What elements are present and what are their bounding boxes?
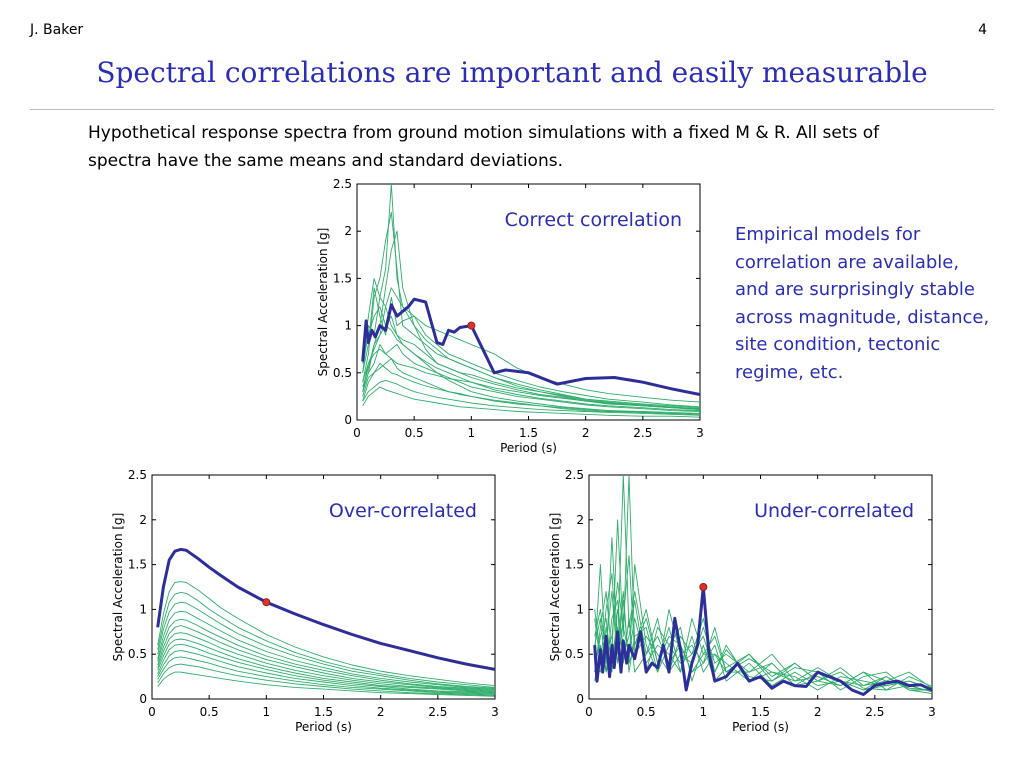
spectrum-line-10	[157, 650, 495, 695]
conditioning-period-marker	[467, 321, 476, 330]
plot-area	[156, 547, 495, 697]
x-tick-label: 2	[377, 705, 385, 719]
x-tick-label: 0	[585, 705, 593, 719]
x-tick-label: 1	[468, 426, 476, 440]
spectrum-line-1	[362, 184, 700, 408]
y-tick-label: 0	[139, 692, 147, 706]
spectrum-line-9	[157, 643, 495, 694]
chart-title: Under-correlated	[754, 500, 914, 522]
spectrum-line-2	[594, 475, 932, 689]
y-tick-label: 2	[344, 224, 352, 238]
chart-title: Over-correlated	[329, 500, 477, 522]
spectrum-line-8	[594, 599, 932, 693]
plot-area	[593, 475, 932, 696]
spectrum-line-8	[157, 638, 495, 694]
x-tick-label: 0.5	[200, 705, 219, 719]
spectrum-line-9	[362, 348, 700, 410]
x-tick-label: 0.5	[637, 705, 656, 719]
highlighted-spectrum-line	[156, 547, 495, 671]
y-tick-label: 0	[576, 692, 584, 706]
spectrum-line-4	[157, 610, 495, 690]
x-tick-label: 0.5	[405, 426, 424, 440]
spectrum-line-7	[157, 632, 495, 693]
y-tick-label: 0.5	[565, 647, 584, 661]
title-divider	[30, 109, 994, 110]
y-tick-label: 1	[139, 602, 147, 616]
x-tick-label: 1	[263, 705, 271, 719]
spectrum-line-3	[157, 601, 495, 689]
plot-area	[361, 184, 700, 418]
page-number: 4	[978, 22, 987, 38]
side-note: Empirical models for correlation are ava…	[735, 224, 990, 383]
y-tick-label: 0.5	[128, 647, 147, 661]
spectrum-line-7	[594, 555, 932, 691]
y-tick-label: 0.5	[333, 366, 352, 380]
spectrum-line-5	[594, 582, 932, 691]
x-tick-label: 1.5	[519, 426, 538, 440]
spectrum-line-1	[157, 581, 495, 687]
x-tick-label: 2.5	[633, 426, 652, 440]
highlighted-spectrum-line	[593, 585, 932, 696]
spectrum-line-13	[157, 671, 495, 697]
x-axis-label: Period (s)	[295, 720, 352, 734]
x-tick-label: 2.5	[428, 705, 447, 719]
spectrum-line-12	[157, 663, 495, 696]
x-tick-label: 1.5	[751, 705, 770, 719]
y-axis-label: Spectral Acceleration [g]	[111, 513, 125, 662]
x-tick-label: 3	[491, 705, 499, 719]
y-tick-label: 1.5	[128, 558, 147, 572]
conditioning-period-marker	[699, 583, 708, 592]
spectrum-line-10	[362, 379, 700, 416]
x-tick-label: 0	[148, 705, 156, 719]
slide-description: Hypothetical response spectra from groun…	[88, 123, 880, 171]
y-axis-label: Spectral Acceleration [g]	[316, 228, 330, 377]
y-tick-label: 1	[344, 319, 352, 333]
x-tick-label: 3	[696, 426, 704, 440]
y-tick-label: 1.5	[333, 271, 352, 285]
spectrum-line-2	[157, 591, 495, 688]
spectrum-line-14	[362, 386, 700, 418]
chart-title: Correct correlation	[505, 209, 682, 231]
x-tick-label: 1	[700, 705, 708, 719]
y-tick-label: 2	[139, 513, 147, 527]
x-tick-label: 2.5	[865, 705, 884, 719]
x-tick-label: 1.5	[314, 705, 333, 719]
spectrum-line-8	[362, 306, 700, 414]
x-tick-label: 2	[582, 426, 590, 440]
spectrum-line-11	[362, 277, 700, 411]
author-name: J. Baker	[30, 22, 84, 38]
spectrum-line-5	[362, 344, 700, 412]
y-tick-label: 0	[344, 413, 352, 427]
x-axis-label: Period (s)	[732, 720, 789, 734]
slide-title: Spectral correlations are important and …	[96, 56, 928, 89]
x-tick-label: 0	[353, 426, 361, 440]
x-tick-label: 2	[814, 705, 822, 719]
y-axis-label: Spectral Acceleration [g]	[548, 513, 562, 662]
highlighted-spectrum-line	[361, 297, 700, 396]
conditioning-period-marker	[262, 598, 271, 607]
y-tick-label: 2.5	[565, 468, 584, 482]
y-tick-label: 1.5	[565, 558, 584, 572]
spectrum-line-6	[157, 625, 495, 692]
x-tick-label: 3	[928, 705, 936, 719]
spectrum-line-12	[362, 362, 700, 415]
y-tick-label: 2.5	[333, 177, 352, 191]
spectrum-line-11	[157, 656, 495, 695]
spectrum-line-5	[157, 618, 495, 691]
y-tick-label: 1	[576, 602, 584, 616]
x-axis-label: Period (s)	[500, 441, 557, 455]
y-tick-label: 2.5	[128, 468, 147, 482]
y-tick-label: 2	[576, 513, 584, 527]
